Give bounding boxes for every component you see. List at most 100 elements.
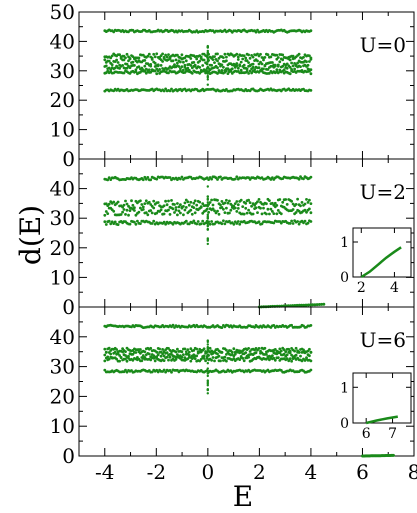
data-point [125,66,129,70]
inset-x-tick-label: 6 [362,426,371,442]
data-point [213,61,216,64]
data-point [293,67,296,71]
inset-x-tick-label: 4 [390,280,399,296]
data-point [141,178,145,182]
data-point [216,352,219,356]
data-point [242,212,246,216]
data-point [176,61,179,65]
data-point [303,208,307,212]
data-point [251,62,255,66]
data-point [107,219,111,223]
data-point [217,212,221,216]
data-point [176,213,179,217]
data-point [115,348,118,351]
data-point [152,206,156,210]
data-point [171,207,175,211]
x-axis-title: E [233,480,253,513]
data-point [308,207,311,211]
data-point [161,352,165,356]
data-point [182,68,185,72]
data-point [297,351,301,354]
data-point [276,64,280,68]
data-point [245,67,249,71]
data-point [136,219,139,223]
spike-point [206,388,209,391]
data-point [216,355,219,359]
data-point [103,353,107,357]
spike-point [206,339,209,342]
data-point [262,206,265,210]
data-point [232,222,236,226]
tail-point [311,303,315,307]
data-point [180,57,184,61]
spike-point [206,60,209,63]
data-point [250,71,254,75]
data-point [162,220,166,224]
data-point [119,356,123,359]
data-point [284,198,288,201]
data-point [299,204,302,208]
data-point [228,211,231,215]
data-point [149,358,153,362]
x-tick-label: 6 [356,460,369,484]
data-point [147,68,151,72]
y-tick-label: 10 [50,414,75,438]
data-point [230,350,234,354]
tail-point [317,303,321,306]
data-point [247,61,251,64]
data-point [147,352,151,356]
data-point [225,55,228,59]
tail-point [315,303,319,307]
data-point [164,199,168,203]
data-point [242,54,246,58]
inset-y-tick-label: 1 [340,380,349,396]
data-point [288,72,292,76]
data-point [131,352,135,356]
data-point [256,59,259,63]
data-point [184,350,188,354]
data-point [186,348,190,351]
data-point [199,222,203,226]
data-point [113,220,117,224]
data-point [122,71,126,75]
data-point [222,219,225,223]
spike-point [206,346,209,350]
data-point [199,206,203,209]
data-point [297,52,301,56]
data-point [168,176,172,179]
data-point [268,71,271,75]
y-tick-label: 30 [50,206,75,230]
data-point [296,61,299,65]
data-point [238,351,242,355]
data-point [127,354,130,358]
data-point [195,203,199,207]
data-point [268,199,271,203]
data-point [140,359,144,363]
data-point [187,203,191,207]
data-point [236,55,240,59]
data-point [294,211,298,214]
data-point [262,58,265,62]
data-point [161,348,165,351]
y-tick-label: 40 [50,177,75,201]
data-point [115,357,118,361]
data-point [131,203,135,207]
data-point [269,207,273,211]
data-point [107,59,111,63]
data-point [223,211,227,215]
tail-point [320,302,324,306]
data-point [271,354,274,358]
data-point [305,65,308,68]
data-point [159,354,163,358]
data-point [303,219,307,223]
x-tick-label: 0 [201,460,214,484]
data-point [291,222,295,225]
data-point [124,199,127,203]
data-point [192,219,196,223]
data-point [168,355,172,359]
data-point [291,57,295,61]
panel-label: U=0 [360,33,406,57]
data-point [118,53,121,57]
data-point [137,56,141,60]
